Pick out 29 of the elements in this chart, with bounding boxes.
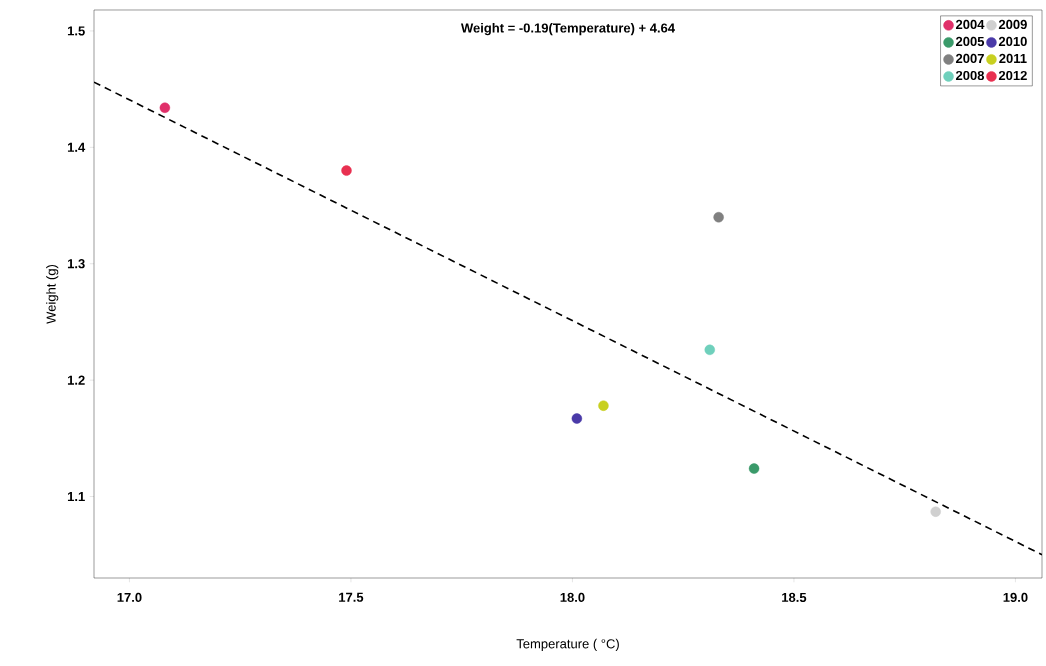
x-tick-label: 18.0 xyxy=(560,592,585,602)
x-tick-label: 17.5 xyxy=(339,592,364,602)
y-tick-label: 1.1 xyxy=(67,492,85,501)
point xyxy=(930,506,941,517)
x-axis-title: Temperature ( °C) xyxy=(516,638,619,651)
legend-label: 2012 xyxy=(998,70,1027,81)
annotation: Weight = -0.19(Temperature) + 4.64 xyxy=(460,23,675,36)
legend-label: 2007 xyxy=(955,53,984,64)
y-axis-title: Weight (g) xyxy=(46,264,59,324)
point xyxy=(598,400,609,411)
y-tick-label: 1.5 xyxy=(67,26,85,36)
legend-label: 2009 xyxy=(998,19,1027,30)
point xyxy=(341,165,352,176)
point xyxy=(159,102,171,113)
point xyxy=(713,211,724,223)
legend-label: 2004 xyxy=(955,19,985,30)
legend-label: 2008 xyxy=(955,70,985,81)
legend-label: 2005 xyxy=(955,36,985,47)
point xyxy=(704,344,715,356)
point xyxy=(571,413,583,424)
y-tick-label: 1.3 xyxy=(67,259,85,269)
y-tick-label: 1.2 xyxy=(67,375,85,385)
x-tick-label: 19.0 xyxy=(1003,592,1028,602)
y-tick-label: 1.4 xyxy=(67,142,86,152)
x-tick-label: 18.5 xyxy=(782,592,807,602)
x-tick-label: 17.0 xyxy=(117,592,142,602)
legend-label: 2010 xyxy=(998,36,1027,47)
point xyxy=(748,463,760,474)
legend-label: 2011 xyxy=(999,53,1027,64)
